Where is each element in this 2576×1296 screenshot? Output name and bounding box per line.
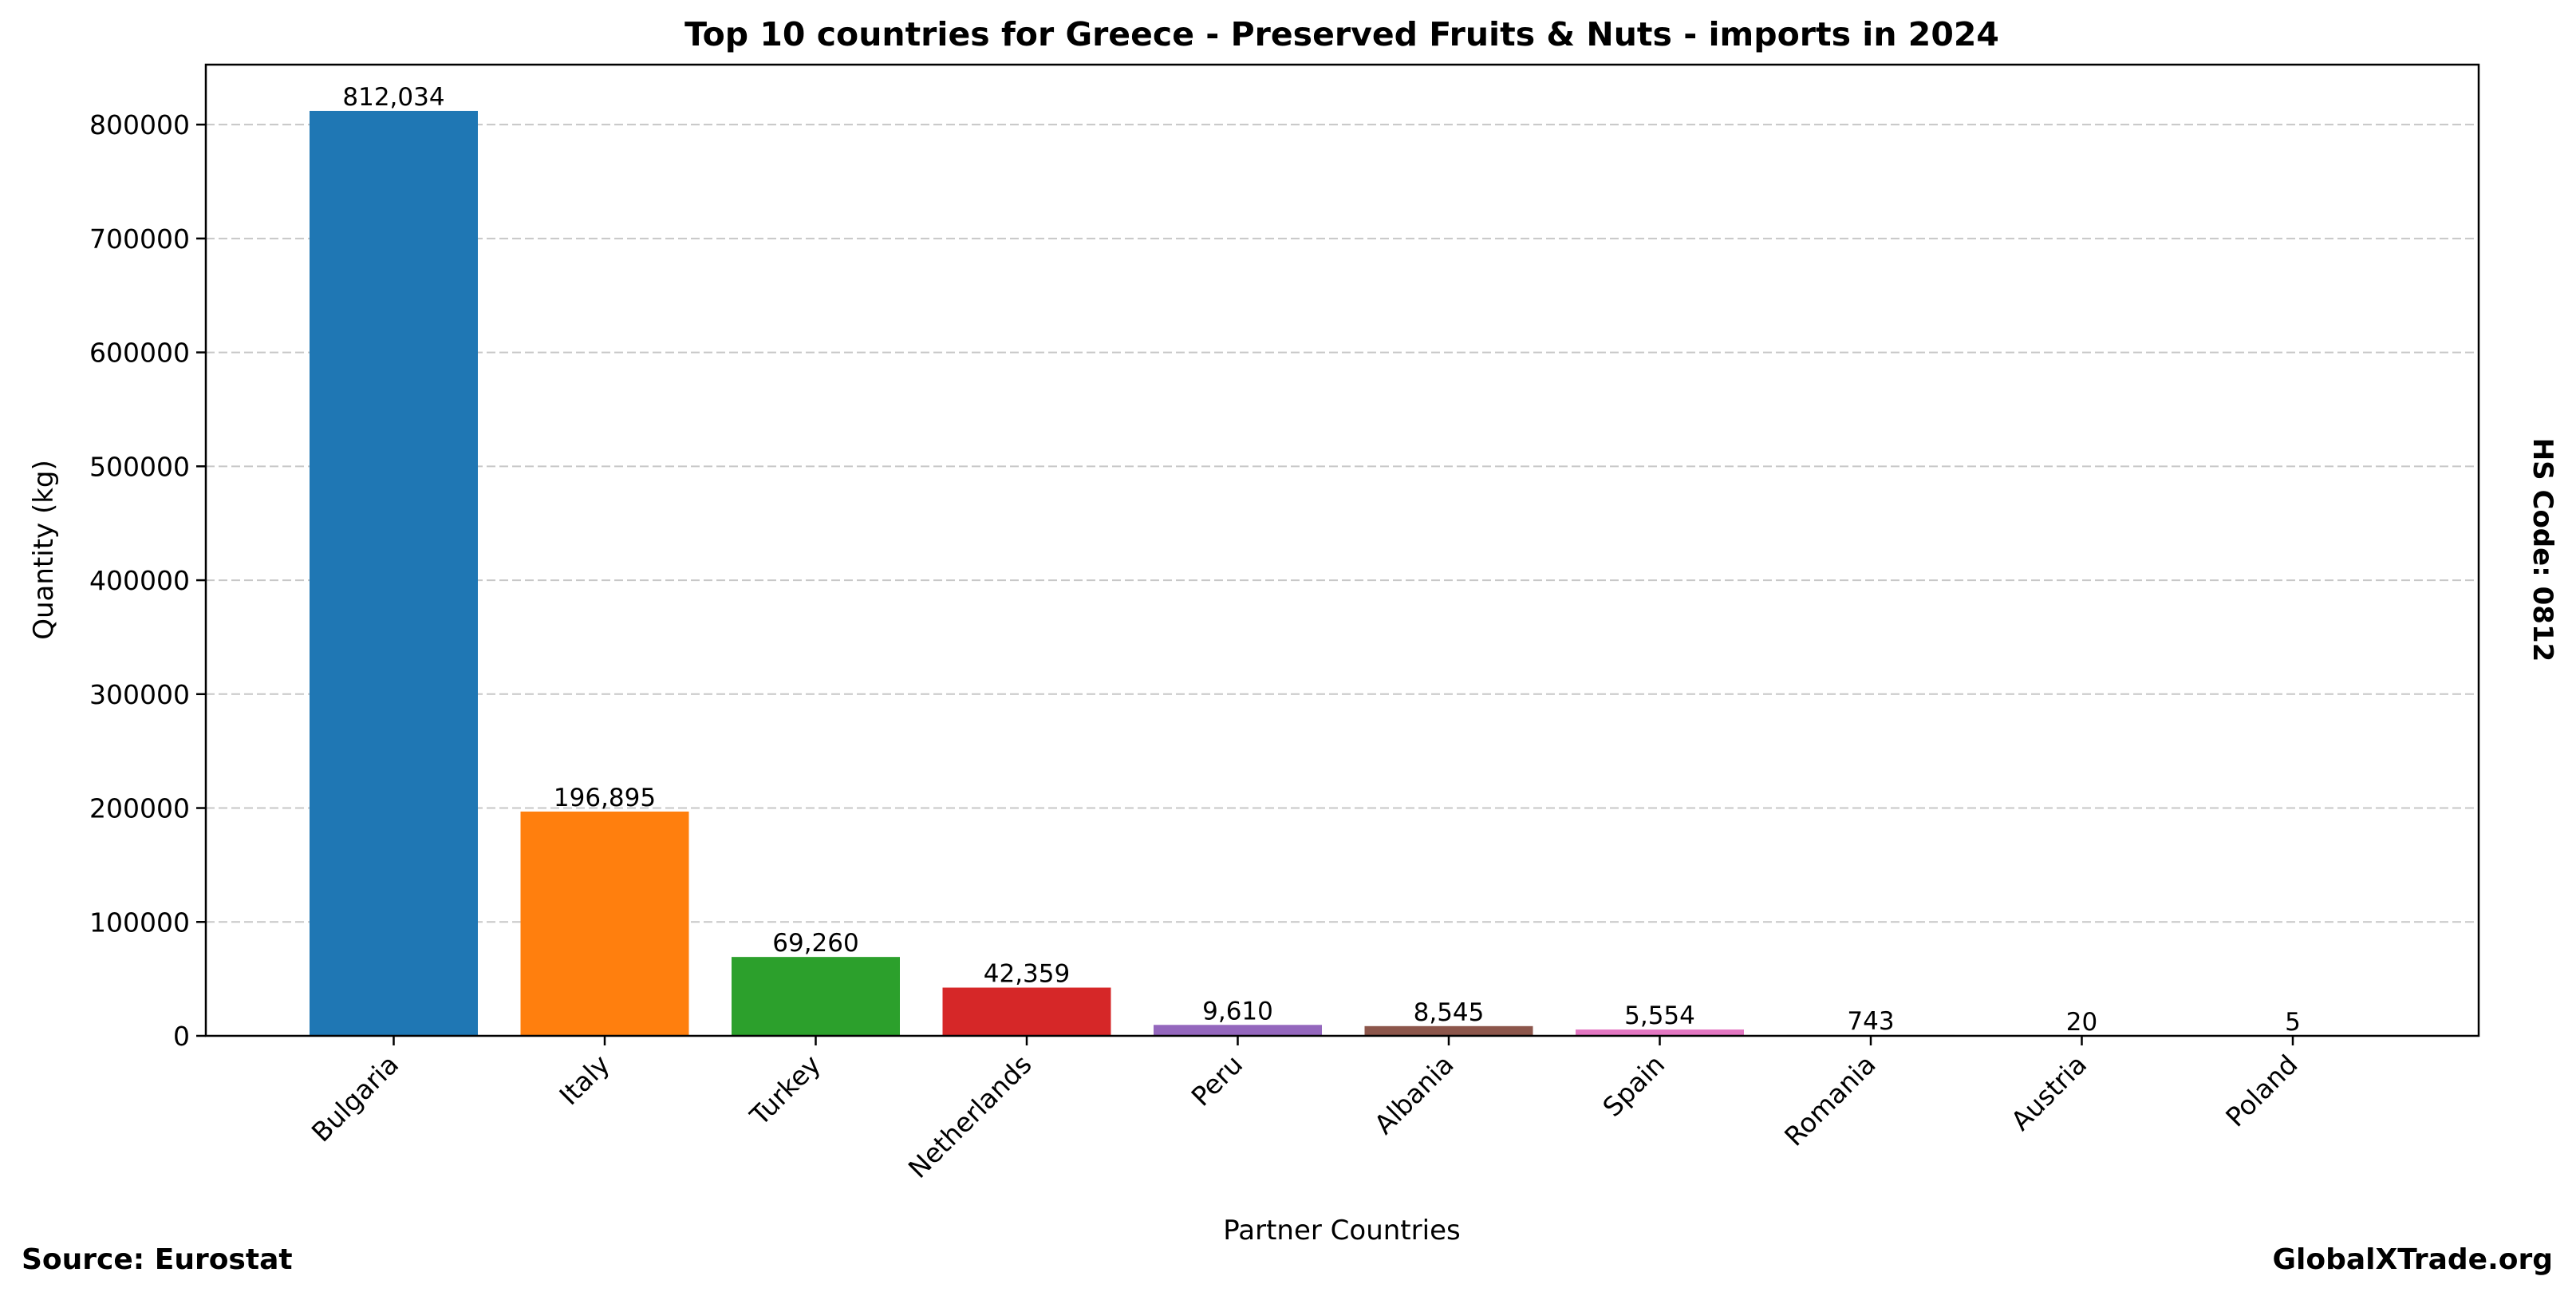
y-tick-label: 200000 [89,793,190,824]
y-tick-label: 300000 [89,679,190,710]
x-tick-label: Turkey [744,1049,826,1132]
x-tick-label: Italy [553,1049,615,1111]
x-tick-label: Bulgaria [306,1049,404,1148]
data-label: 743 [1847,1007,1894,1036]
gridlines [206,124,2479,923]
data-label: 5 [2285,1008,2301,1037]
plot-frame [204,63,2480,1037]
data-label: 812,034 [342,83,444,112]
y-tick-label: 500000 [89,451,190,482]
brand-label: GlobalXTrade.org [2272,1243,2553,1276]
y-axis-label: Quantity (kg) [28,460,60,640]
x-axis-ticks: Bulgaria Italy Turkey Netherlands Peru Albani… [306,1036,2304,1184]
source-label: Source: Eurostat [22,1243,293,1276]
y-tick-label: 800000 [89,109,190,140]
x-axis-label: Partner Countries [1223,1215,1460,1247]
x-tick-label: Spain [1596,1049,1671,1123]
bar-spain [1576,1029,1744,1036]
x-tick-label: Peru [1185,1049,1249,1112]
x-tick-label: Albania [1368,1049,1460,1140]
bar-turkey [732,957,900,1036]
y-axis-ticks: 0 100000 200000 300000 400000 500000 600000 700… [89,109,206,1052]
data-label: 20 [2066,1008,2097,1037]
y-tick-label: 100000 [89,907,190,938]
y-tick-label: 400000 [89,565,190,596]
x-tick-label: Romania [1778,1049,1882,1152]
data-label: 8,545 [1414,998,1485,1027]
x-tick-label: Netherlands [902,1049,1038,1184]
y-tick-label: 600000 [89,338,190,369]
chart-title: Top 10 countries for Greece - Preserved … [684,15,1999,53]
data-labels: 812,034 196,895 69,260 42,359 9,610 8,545 5,55… [342,83,2300,1037]
data-label: 196,895 [554,784,656,812]
y-tick-label: 0 [173,1021,190,1052]
data-label: 9,610 [1202,997,1273,1025]
x-tick-label: Austria [2005,1049,2093,1136]
bar-peru [1154,1025,1322,1036]
bar-albania [1364,1025,1533,1036]
data-label: 69,260 [772,929,858,958]
data-label: 5,554 [1624,1002,1695,1030]
bar-netherlands [942,987,1111,1036]
bar-bulgaria [310,110,478,1037]
hs-code-label: HS Code: 0812 [2527,438,2558,662]
data-label: 42,359 [984,960,1070,989]
bars [310,110,2377,1037]
bar-italy [520,811,689,1036]
x-tick-label: Poland [2219,1049,2303,1132]
y-tick-label: 700000 [89,223,190,255]
